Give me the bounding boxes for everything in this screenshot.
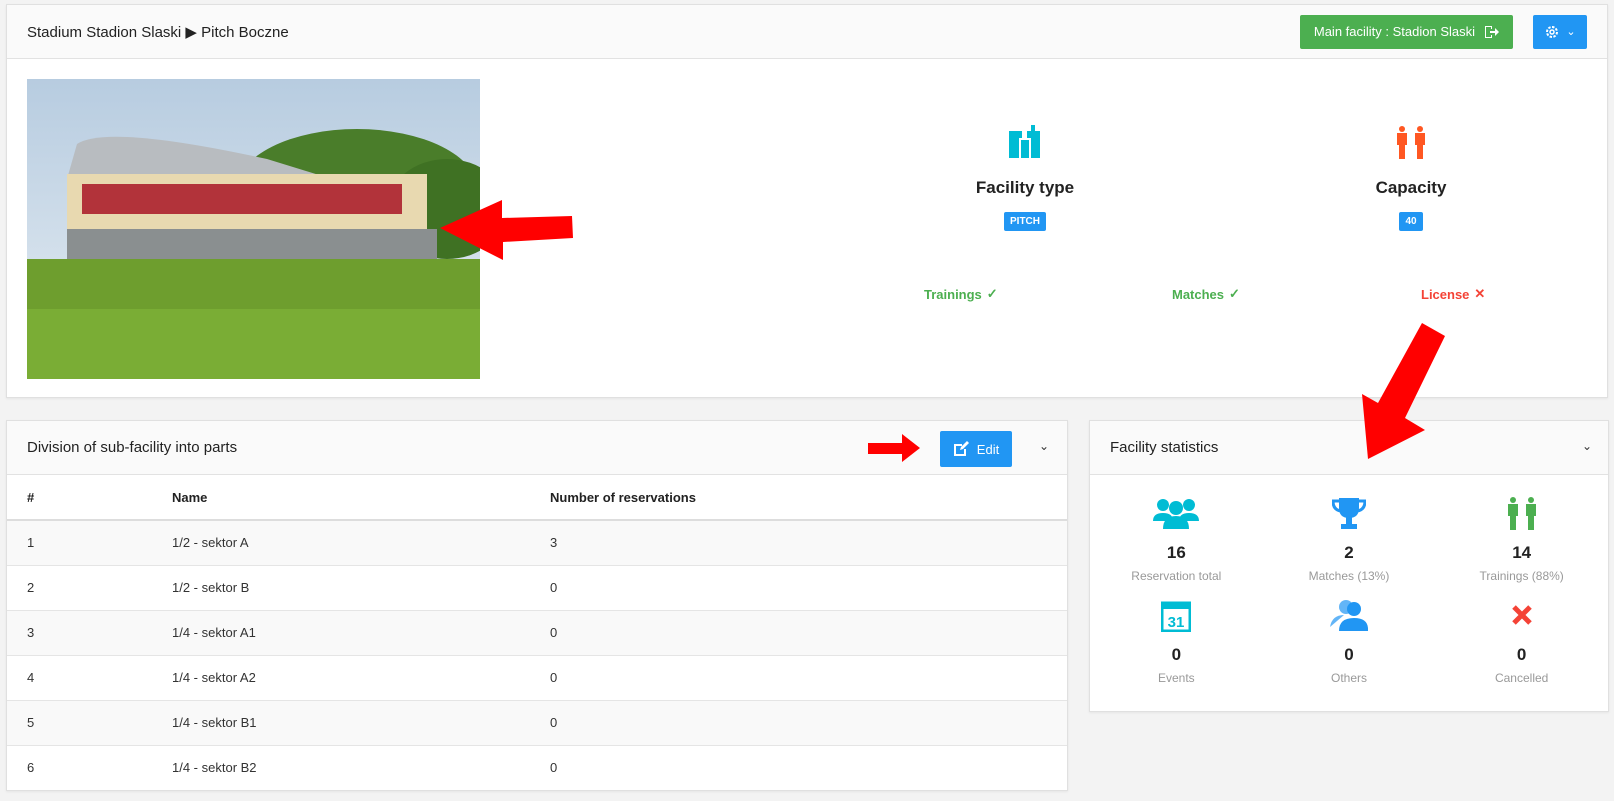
row-reservations: 0 (530, 699, 1067, 745)
x-icon (1435, 595, 1608, 635)
stat-label: Reservation total (1131, 569, 1222, 583)
column-header-number: # (7, 475, 152, 521)
table-row[interactable]: 6 1/4 - sektor B2 0 (7, 744, 1067, 790)
stat-label: Others (1330, 671, 1367, 685)
edit-label: Edit (976, 441, 1000, 457)
edit-button[interactable]: Edit (940, 431, 1012, 467)
column-header-reservations: Number of reservations (530, 475, 1067, 521)
facility-header: Stadium Stadion Slaski ▶ Pitch Boczne Ma… (7, 5, 1607, 59)
facility-type-badge: PITCH (1004, 212, 1046, 231)
column-header-name: Name (152, 475, 530, 521)
license-label: License (1421, 286, 1470, 302)
division-table: # Name Number of reservations 1 1/2 - sek… (7, 475, 1067, 790)
stat-item: 2 Matches (13%) (1263, 493, 1436, 583)
stat-value: 0 (1344, 645, 1354, 664)
chevron-down-icon: ⌄ (1566, 26, 1576, 38)
stat-value: 14 (1512, 543, 1532, 562)
table-row[interactable]: 3 1/4 - sektor A1 0 (7, 609, 1067, 655)
stat-item: 0 Others (1263, 595, 1436, 685)
breadcrumb-current: Pitch Boczne (201, 23, 289, 41)
trainings-flag: Trainings ✓ (924, 286, 998, 302)
collapse-chevron-icon[interactable]: ⌄ (1582, 439, 1593, 453)
table-row[interactable]: 5 1/4 - sektor B1 0 (7, 699, 1067, 745)
check-icon: ✓ (986, 286, 998, 301)
table-row[interactable]: 4 1/4 - sektor A2 0 (7, 654, 1067, 700)
stat-value: 0 (1171, 645, 1182, 664)
stat-label: Matches (13%) (1308, 569, 1390, 583)
facility-type-title: Facility type (975, 178, 1075, 197)
facility-type: Facility type PITCH (925, 125, 1125, 231)
license-flag: License ✕ (1421, 286, 1485, 302)
row-number: 1 (7, 519, 152, 565)
facility-card: Stadium Stadion Slaski ▶ Pitch Boczne Ma… (6, 4, 1608, 398)
stat-value: 16 (1166, 543, 1186, 562)
exit-icon (1485, 25, 1499, 38)
capacity-title: Capacity (1375, 178, 1447, 197)
row-reservations: 0 (530, 564, 1067, 610)
settings-dropdown-button[interactable]: ⌄ (1533, 14, 1587, 49)
stat-label: Cancelled (1494, 671, 1549, 685)
svg-text:31: 31 (1168, 614, 1185, 631)
statistics-grid: 16 Reservation total 2 Matches (13%) 14 Train… (1090, 475, 1608, 685)
stat-item: 0 Cancelled (1435, 595, 1608, 685)
row-name: 1/2 - sektor B (152, 564, 530, 610)
stat-item: 31 0 Events (1090, 595, 1263, 685)
stat-item: 14 Trainings (88%) (1435, 493, 1608, 583)
row-name: 1/4 - sektor B2 (152, 744, 530, 790)
division-card: Division of sub-facility into parts Edit… (6, 420, 1068, 791)
user-icon (1263, 595, 1436, 635)
row-name: 1/2 - sektor A (152, 519, 530, 565)
buildings-icon (1009, 125, 1040, 158)
stat-item: 16 Reservation total (1090, 493, 1263, 583)
collapse-chevron-icon[interactable]: ⌄ (1039, 439, 1050, 453)
x-icon: ✕ (1474, 286, 1486, 301)
people-icon (1435, 493, 1608, 533)
stat-value: 2 (1344, 543, 1354, 562)
row-number: 3 (7, 609, 152, 655)
stat-label: Trainings (88%) (1479, 569, 1564, 583)
stat-value: 0 (1516, 645, 1527, 664)
row-name: 1/4 - sektor B1 (152, 699, 530, 745)
breadcrumb-separator: ▶ (185, 23, 197, 41)
capacity-badge: 40 (1399, 212, 1423, 231)
row-reservations: 0 (530, 654, 1067, 700)
breadcrumb: Stadium Stadion Slaski ▶ Pitch Boczne (27, 23, 289, 41)
calendar-icon: 31 (1090, 595, 1263, 635)
facility-photo (27, 79, 480, 379)
row-number: 6 (7, 744, 152, 790)
capacity: Capacity 40 (1311, 125, 1511, 231)
edit-icon (953, 441, 969, 456)
division-header: Division of sub-facility into parts (7, 421, 1067, 475)
row-number: 2 (7, 564, 152, 610)
row-reservations: 0 (530, 609, 1067, 655)
matches-flag: Matches ✓ (1172, 286, 1240, 302)
statistics-title: Facility statistics (1110, 439, 1219, 456)
people-icon (1397, 126, 1425, 159)
breadcrumb-parent[interactable]: Stadium Stadion Slaski (27, 23, 182, 41)
row-reservations: 0 (530, 744, 1067, 790)
matches-label: Matches (1172, 286, 1225, 302)
check-icon: ✓ (1229, 286, 1240, 301)
users-icon (1090, 493, 1263, 533)
trainings-label: Trainings (924, 286, 982, 302)
statistics-card: Facility statistics ⌄ 16 Reservation tota… (1089, 420, 1609, 712)
trophy-icon (1263, 493, 1436, 533)
division-title: Division of sub-facility into parts (27, 439, 238, 456)
main-facility-button[interactable]: Main facility : Stadion Slaski (1299, 14, 1513, 49)
row-number: 4 (7, 654, 152, 700)
row-name: 1/4 - sektor A2 (152, 654, 530, 700)
gear-icon (1546, 25, 1559, 38)
statistics-header: Facility statistics (1090, 421, 1608, 475)
stat-label: Events (1157, 671, 1195, 685)
row-reservations: 3 (530, 519, 1067, 565)
row-name: 1/4 - sektor A1 (152, 609, 530, 655)
row-number: 5 (7, 699, 152, 745)
main-facility-label: Main facility : Stadion Slaski (1313, 24, 1475, 39)
